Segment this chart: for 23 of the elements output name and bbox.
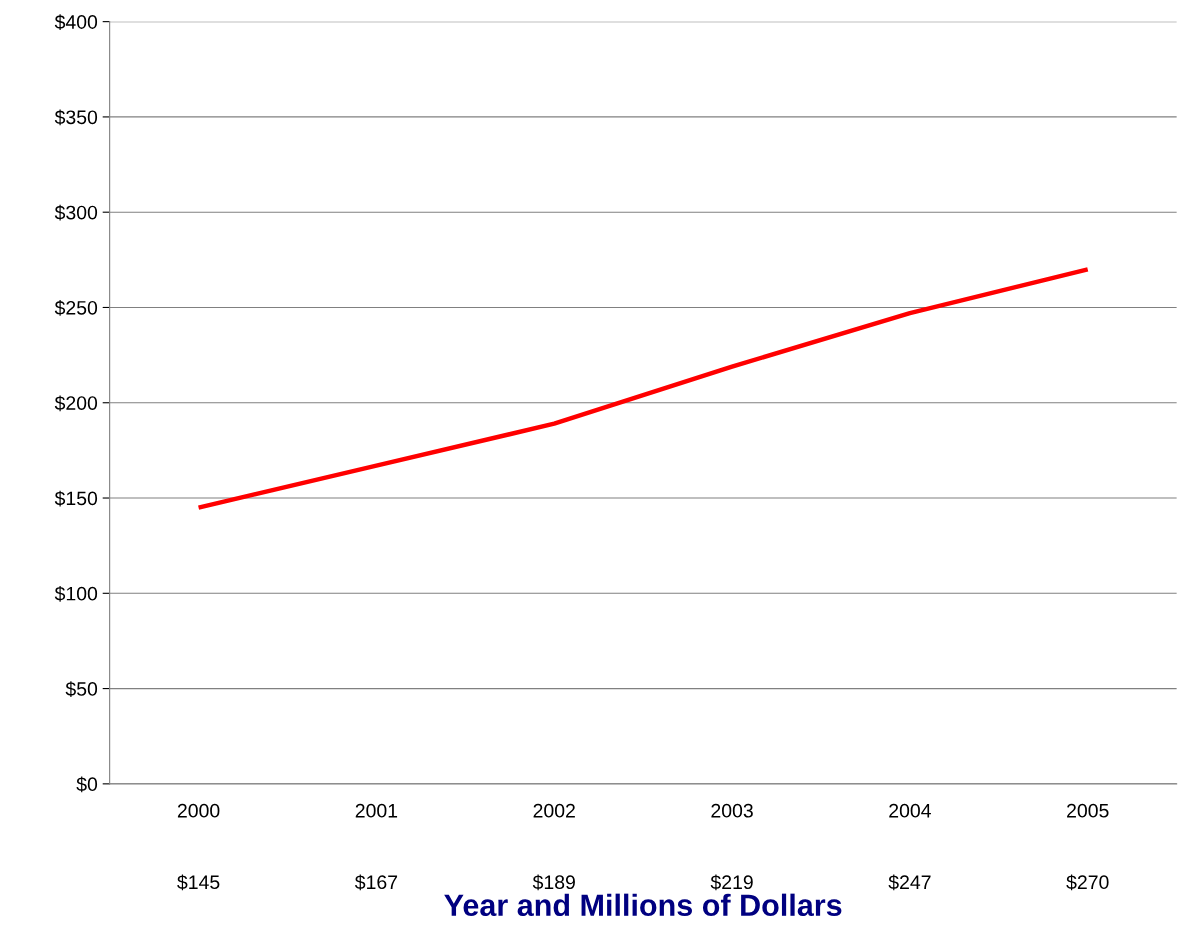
x-tick-label: 2002 <box>533 803 575 818</box>
y-tick-label: $350 <box>54 109 98 126</box>
y-tick-label: $400 <box>54 14 98 31</box>
x-tick-label: 2001 <box>355 803 398 818</box>
y-tick-label: $300 <box>54 204 98 221</box>
x-axis-title: Year and Millions of Dollars <box>444 893 842 917</box>
data-label: $167 <box>354 874 398 891</box>
y-tick-label: $200 <box>54 395 98 412</box>
x-tick-label: 2005 <box>1067 803 1109 818</box>
data-label: $247 <box>888 874 931 891</box>
y-tick-label: $50 <box>65 681 98 697</box>
data-label: $189 <box>532 874 575 891</box>
x-tick-label: 2004 <box>889 803 931 818</box>
y-tick-label: $150 <box>54 490 98 507</box>
x-tick-label: 2003 <box>711 803 753 818</box>
line-series <box>196 267 1090 510</box>
data-label: $270 <box>1066 874 1109 891</box>
y-tick-label: $100 <box>54 585 98 602</box>
y-tick-label: $0 <box>76 776 98 793</box>
data-label: $219 <box>710 874 753 891</box>
data-label: $145 <box>177 874 220 891</box>
y-tick-label: $250 <box>54 300 98 316</box>
x-tick-label: 2000 <box>177 803 220 818</box>
